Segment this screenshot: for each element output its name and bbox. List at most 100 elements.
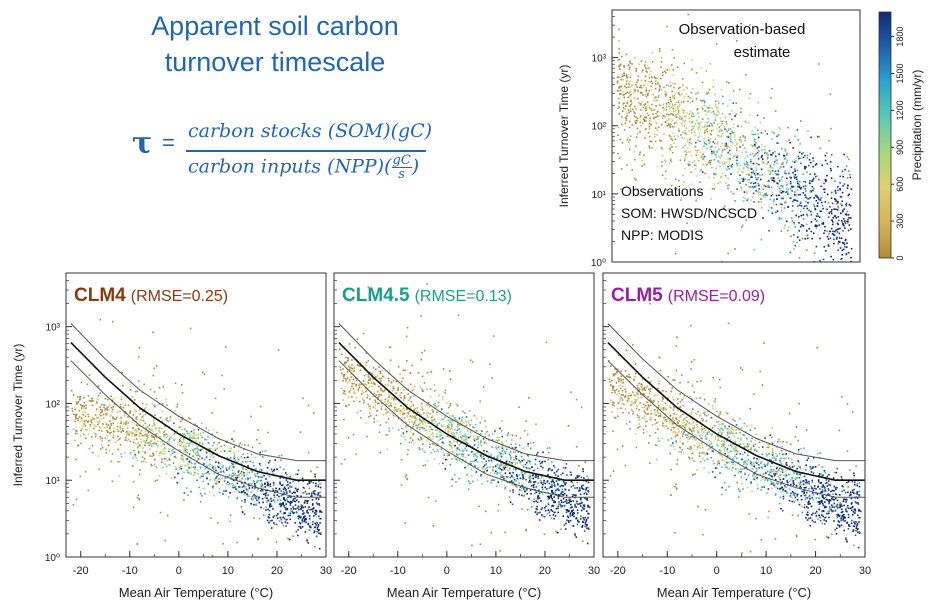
scatter-point — [642, 69, 644, 71]
scatter-point — [681, 93, 683, 96]
scatter-point — [641, 159, 643, 162]
scatter-point — [481, 467, 484, 469]
scatter-point — [790, 235, 792, 237]
scatter-point — [691, 125, 694, 128]
scatter-point — [537, 512, 540, 514]
scatter-point — [208, 429, 210, 432]
scatter-point — [104, 426, 106, 429]
scatter-point — [505, 479, 508, 481]
scatter-point — [152, 442, 154, 445]
scatter-point — [722, 149, 724, 151]
scatter-point — [570, 503, 572, 506]
scatter-point — [621, 168, 623, 170]
scatter-point — [500, 480, 503, 483]
scatter-point — [481, 483, 483, 485]
scatter-point — [119, 425, 121, 428]
scatter-point — [627, 136, 629, 139]
scatter-point — [355, 453, 358, 455]
scatter-point — [554, 501, 557, 503]
scatter-point — [684, 144, 686, 147]
scatter-point — [434, 402, 436, 405]
scatter-point — [657, 99, 659, 102]
scatter-point — [620, 85, 623, 88]
scatter-point — [412, 395, 415, 397]
scatter-point — [191, 466, 193, 468]
scatter-point — [488, 459, 490, 462]
scatter-point — [366, 396, 368, 399]
scatter-point — [538, 519, 541, 521]
scatter-point — [486, 476, 489, 479]
scatter-point — [225, 467, 227, 470]
scatter-point — [314, 473, 316, 476]
scatter-point — [273, 522, 275, 524]
scatter-point — [270, 468, 273, 471]
scatter-point — [264, 493, 267, 495]
scatter-point — [298, 521, 301, 524]
scatter-point — [283, 498, 286, 501]
scatter-point — [540, 508, 543, 511]
scatter-point — [185, 459, 188, 461]
scatter-point — [671, 103, 674, 105]
scatter-point — [576, 500, 578, 503]
scatter-point — [761, 160, 764, 162]
scatter-point — [566, 502, 568, 504]
scatter-point — [170, 450, 173, 452]
scatter-point — [834, 190, 837, 193]
scatter-point — [144, 444, 146, 446]
scatter-point — [211, 555, 214, 557]
scatter-point — [263, 474, 265, 477]
scatter-point — [421, 423, 424, 425]
scatter-point — [724, 116, 727, 119]
scatter-point — [124, 452, 126, 454]
scatter-point — [196, 479, 198, 482]
scatter-point — [113, 418, 116, 420]
scatter-point — [500, 476, 502, 478]
scatter-point — [526, 433, 529, 436]
scatter-point — [99, 413, 101, 416]
scatter-point — [484, 472, 486, 474]
scatter-point — [836, 228, 839, 231]
scatter-point — [450, 425, 453, 427]
scatter-point — [510, 456, 513, 459]
scatter-point — [841, 220, 843, 222]
scatter-point — [151, 455, 153, 458]
scatter-point — [108, 450, 111, 452]
scatter-point — [847, 229, 850, 232]
scatter-point — [618, 64, 621, 67]
scatter-point — [819, 259, 821, 262]
scatter-point — [712, 141, 714, 143]
scatter-point — [272, 508, 274, 510]
scatter-point — [186, 442, 188, 444]
scatter-point — [135, 417, 137, 419]
scatter-point — [671, 113, 673, 115]
scatter-point — [829, 161, 832, 163]
scatter-point — [657, 96, 660, 99]
scatter-point — [794, 199, 797, 201]
scatter-point — [566, 509, 569, 511]
scatter-point — [666, 84, 668, 86]
scatter-point — [307, 451, 310, 454]
scatter-point — [814, 195, 817, 197]
scatter-point — [302, 397, 304, 400]
scatter-point — [625, 53, 628, 56]
scatter-point — [139, 438, 142, 441]
scatter-point — [776, 159, 778, 161]
scatter-point — [403, 395, 406, 397]
scatter-point — [844, 213, 847, 216]
scatter-point — [460, 419, 463, 422]
scatter-point — [276, 514, 278, 517]
scatter-point — [748, 181, 750, 184]
scatter-point — [514, 451, 517, 453]
scatter-point — [815, 215, 818, 217]
scatter-point — [554, 511, 556, 514]
scatter-point — [744, 163, 746, 166]
scatter-point — [661, 154, 664, 157]
scatter-point — [522, 464, 524, 467]
scatter-point — [142, 415, 144, 417]
scatter-point — [501, 450, 504, 452]
scatter-point — [530, 499, 533, 502]
scatter-point — [673, 142, 675, 144]
scatter-point — [174, 465, 176, 468]
scatter-point — [629, 80, 631, 83]
scatter-point — [668, 103, 671, 105]
